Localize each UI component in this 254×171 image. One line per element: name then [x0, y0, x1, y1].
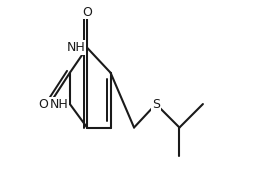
Text: NH: NH	[50, 97, 68, 110]
Text: O: O	[38, 97, 48, 110]
Text: NH: NH	[67, 41, 86, 54]
Text: O: O	[82, 6, 92, 19]
Text: S: S	[152, 97, 160, 110]
